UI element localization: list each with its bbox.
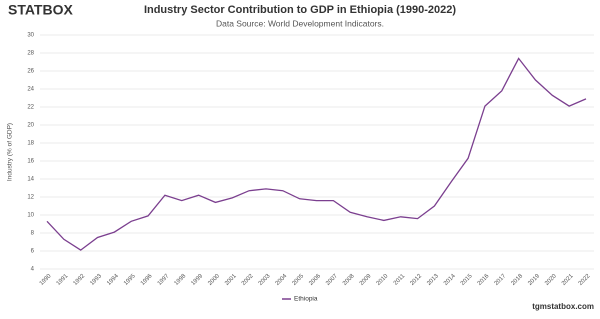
x-tick-label: 1991 <box>56 273 70 287</box>
y-tick-label: 12 <box>27 195 34 201</box>
footer: tgmstatbox.com <box>532 302 594 311</box>
chart-title: Industry Sector Contribution to GDP in E… <box>144 4 456 16</box>
y-tick-label: 16 <box>27 159 34 165</box>
y-tick-label: 14 <box>27 177 34 183</box>
x-tick-label: 1994 <box>106 273 120 287</box>
y-tick-label: 18 <box>27 141 34 147</box>
x-tick-label: 2015 <box>460 273 474 287</box>
x-tick-label: 1993 <box>89 273 103 287</box>
x-tick-label: 2000 <box>207 273 221 287</box>
x-tick-label: 2021 <box>561 273 575 287</box>
y-tick-label: 22 <box>27 105 34 111</box>
x-tick-label: 2001 <box>224 273 238 287</box>
y-tick-label: 4 <box>31 267 35 273</box>
y-tick-label: 8 <box>31 231 35 237</box>
x-tick-label: 2018 <box>510 273 524 287</box>
logo: STATBOX <box>8 2 73 18</box>
data-line <box>46 57 587 251</box>
y-tick-label: 26 <box>27 69 34 75</box>
x-tick-label: 1995 <box>123 273 137 287</box>
x-tick-label: 1996 <box>140 273 154 287</box>
y-tick-label: 6 <box>31 249 35 255</box>
x-tick-label: 2016 <box>477 273 491 287</box>
y-axis-label: Industry (% of GDP) <box>7 123 14 181</box>
x-tick-label: 1998 <box>174 273 188 287</box>
x-tick-label: 2019 <box>527 273 541 287</box>
x-tick-label: 2003 <box>258 273 272 287</box>
x-tick-label: 2009 <box>359 273 373 287</box>
x-tick-label: 1992 <box>73 273 87 287</box>
x-tick-label: 1997 <box>157 273 171 287</box>
x-tick-label: 2014 <box>443 273 457 287</box>
x-tick-label: 2004 <box>275 273 289 287</box>
y-tick-label: 20 <box>27 123 34 129</box>
y-tick-label: 10 <box>27 213 34 219</box>
x-tick-label: 2012 <box>409 273 423 287</box>
y-tick-label: 24 <box>27 87 34 93</box>
x-tick-label: 2002 <box>241 273 255 287</box>
chart-subtitle: Data Source: World Development Indicator… <box>216 18 384 28</box>
x-tick-label: 1999 <box>190 273 204 287</box>
x-tick-label: 2022 <box>578 273 592 287</box>
y-tick-label: 30 <box>27 33 34 39</box>
x-tick-label: 1990 <box>39 273 53 287</box>
x-tick-label: 2007 <box>325 273 339 287</box>
x-tick-label: 2005 <box>291 273 305 287</box>
x-tick-label: 2011 <box>393 273 407 287</box>
x-tick-label: 2020 <box>544 273 558 287</box>
x-tick-label: 2008 <box>342 273 356 287</box>
x-tick-label: 2006 <box>308 273 322 287</box>
y-tick-label: 28 <box>27 51 34 57</box>
x-tick-label: 2013 <box>426 273 440 287</box>
legend-label: Ethiopia <box>294 296 318 303</box>
x-tick-label: 2010 <box>376 273 390 287</box>
x-tick-label: 2017 <box>494 273 508 287</box>
